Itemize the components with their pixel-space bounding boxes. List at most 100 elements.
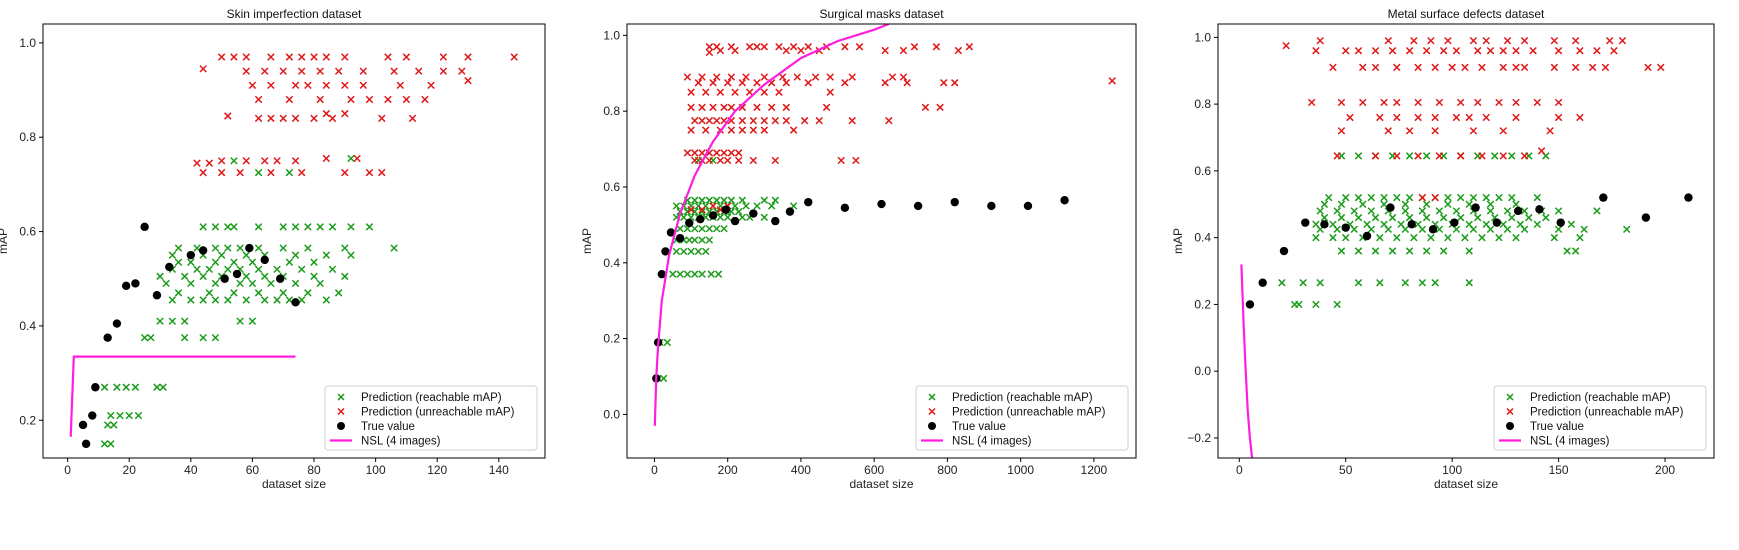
reachable-point [753, 202, 761, 210]
y-tick-label: 0.8 [1194, 97, 1211, 111]
reachable-point [698, 224, 706, 233]
reachable-point [187, 279, 195, 288]
chart-skin-imperfection: Skin imperfection dataset dataset size mAP… [0, 7, 546, 491]
unreachable-point [811, 73, 820, 81]
true-value-point [1245, 300, 1255, 309]
unreachable-point [1384, 127, 1393, 135]
true-value-point [1492, 218, 1502, 227]
unreachable-point [1554, 113, 1563, 122]
reachable-point [248, 317, 257, 325]
reachable-point [134, 411, 143, 420]
reachable-point [1444, 233, 1452, 242]
reachable-point [1405, 152, 1414, 160]
nsl-line [69, 355, 296, 437]
true-value-point [730, 216, 740, 226]
unreachable-point [727, 149, 736, 157]
reachable-point [254, 289, 263, 297]
unreachable-point [273, 157, 281, 165]
reachable-point [116, 411, 124, 420]
unreachable-point [745, 88, 754, 96]
unreachable-point [217, 168, 226, 177]
reachable-point [738, 196, 747, 204]
unreachable-point [1376, 113, 1384, 122]
reachable-point [1422, 213, 1431, 222]
reachable-point [1359, 200, 1367, 209]
unreachable-point [1359, 98, 1367, 107]
chart-metal-surface-defects: Metal surface defects dataset dataset siz… [1171, 7, 1715, 491]
y-axis-label: mAP [0, 228, 10, 254]
unreachable-point [1337, 98, 1346, 107]
legend-reachable-marker [1506, 393, 1514, 401]
unreachable-point [760, 116, 769, 125]
unreachable-point [230, 53, 238, 61]
unreachable-point [316, 67, 324, 75]
reachable-point [211, 244, 220, 252]
reachable-point [1393, 193, 1401, 202]
unreachable-point [1576, 113, 1584, 122]
true-value-point [1471, 203, 1480, 212]
reachable-point [714, 270, 723, 278]
unreachable-point [782, 116, 791, 125]
unreachable-point [291, 81, 300, 90]
unreachable-point [753, 79, 761, 87]
reachable-point [1478, 233, 1486, 242]
unreachable-point [822, 103, 831, 112]
reachable-point [230, 157, 238, 165]
unreachable-point [1282, 41, 1290, 50]
y-tick-label: 0.8 [603, 104, 620, 118]
true-value-point [131, 279, 140, 288]
unreachable-point [910, 43, 919, 51]
reachable-point [767, 202, 776, 210]
reachable-point [168, 251, 177, 259]
reachable-point [110, 421, 118, 429]
unreachable-point [193, 159, 201, 167]
unreachable-point [712, 43, 721, 51]
reachable-point [1354, 193, 1363, 202]
reachable-point [1550, 233, 1559, 242]
true-value-point [291, 298, 300, 307]
legend-label: Prediction (reachable mAP) [952, 392, 1093, 404]
x-axis-label: dataset size [1434, 477, 1498, 491]
reachable-point [1465, 247, 1473, 255]
legend-unreachable-marker [1506, 407, 1514, 416]
reachable-point [1465, 200, 1473, 209]
reachable-point [261, 296, 269, 304]
unreachable-point [1571, 36, 1580, 45]
reachable-point [771, 196, 780, 204]
unreachable-point [727, 126, 736, 134]
unreachable-point [390, 67, 398, 75]
reachable-point [1456, 193, 1465, 202]
reachable-point [267, 279, 275, 288]
unreachable-point [341, 109, 349, 118]
x-tick-label: 80 [307, 463, 321, 477]
reachable-point [107, 411, 115, 420]
unreachable-point [742, 73, 750, 81]
reachable-point [211, 279, 220, 288]
reachable-point [680, 247, 688, 256]
reachable-point [1363, 220, 1371, 229]
unreachable-point [701, 126, 710, 134]
reachable-point [122, 383, 130, 391]
reachable-point [279, 289, 287, 297]
reachable-point [236, 244, 244, 252]
legend-label: Prediction (unreachable mAP) [361, 407, 515, 419]
reachable-point [273, 296, 281, 304]
unreachable-point [1473, 98, 1482, 107]
unreachable-point [1435, 152, 1444, 160]
true-value-point [913, 201, 923, 211]
reachable-point [248, 279, 257, 288]
unreachable-point [691, 156, 699, 165]
unreachable-point [1341, 46, 1350, 55]
unreachable-point [1414, 113, 1422, 122]
reachable-point [230, 289, 238, 297]
unreachable-point [841, 43, 849, 51]
legend-label: Prediction (reachable mAP) [1530, 392, 1671, 404]
reachable-point [1580, 225, 1588, 234]
unreachable-point [1393, 98, 1401, 107]
x-tick-label: 120 [427, 463, 447, 477]
true-value-point [275, 274, 285, 283]
unreachable-point [1393, 63, 1401, 72]
unreachable-point [1499, 46, 1507, 55]
unreachable-point [1529, 46, 1537, 55]
